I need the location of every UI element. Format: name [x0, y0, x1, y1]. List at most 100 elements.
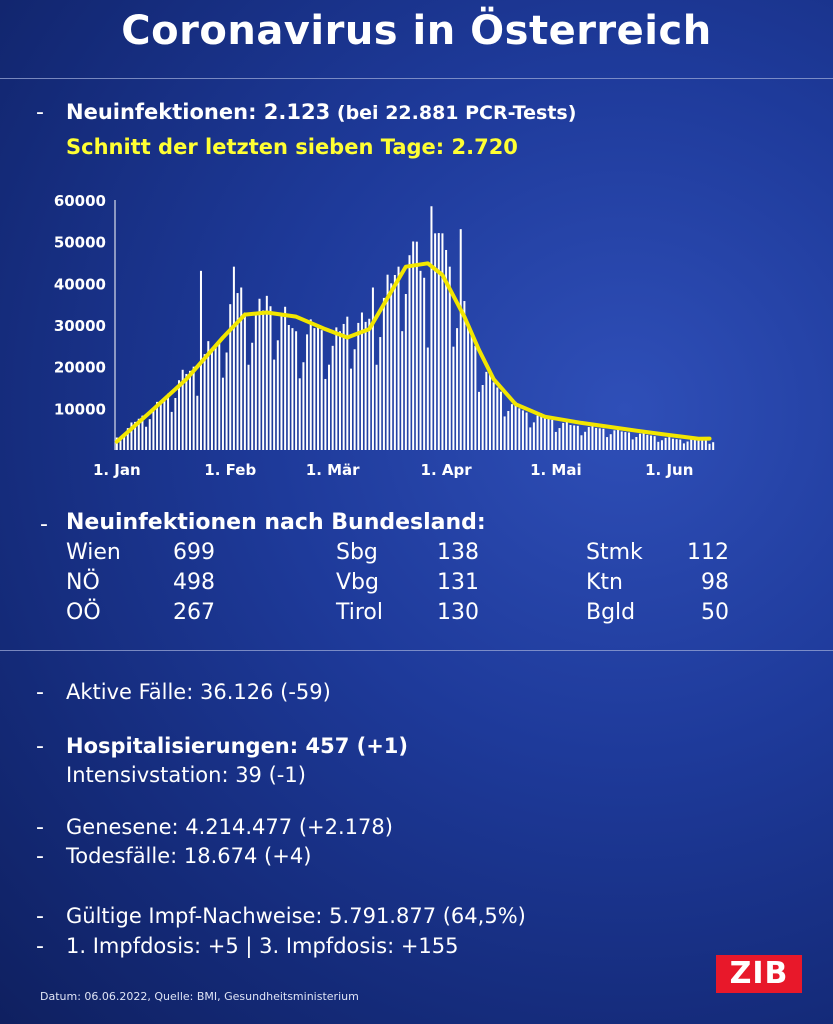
bar: [679, 439, 682, 450]
headline-tests: (bei 22.881 PCR-Tests): [336, 102, 577, 124]
bar: [192, 366, 195, 450]
bar: [529, 427, 532, 450]
bar: [291, 328, 294, 450]
bundesland-name: Sbg: [336, 540, 378, 565]
bar: [324, 378, 327, 450]
bar: [349, 368, 352, 450]
bullet-dash: -: [36, 680, 44, 705]
bar: [478, 391, 481, 450]
bundesland-heading: Neuinfektionen nach Bundesland:: [66, 510, 486, 535]
bar: [540, 413, 543, 450]
bullet-dash: -: [36, 815, 44, 840]
bundesland-value: 130: [437, 600, 479, 625]
bar: [134, 421, 137, 450]
bar: [145, 426, 148, 450]
bundesland-value: 131: [437, 570, 479, 595]
bar: [463, 301, 466, 450]
bar: [247, 364, 250, 450]
bar: [474, 345, 477, 450]
vaccination-certificates: Gültige Impf-Nachweise: 5.791.877 (64,5%…: [66, 904, 526, 928]
bar: [353, 349, 356, 450]
bar: [675, 439, 678, 450]
bar: [115, 437, 118, 450]
zib-logo: ZIB: [716, 955, 802, 993]
bar: [617, 429, 620, 450]
bar: [393, 275, 396, 450]
bar: [584, 431, 587, 450]
x-tick-label: 1. Jun: [645, 461, 693, 479]
bar: [543, 417, 546, 450]
bar: [408, 255, 411, 450]
x-tick-label: 1. Feb: [204, 461, 256, 479]
bar: [306, 334, 309, 450]
bar: [265, 295, 268, 450]
y-tick-label: 30000: [54, 317, 106, 335]
y-tick-label: 60000: [54, 192, 106, 210]
bundesland-name: Stmk: [586, 540, 643, 565]
bar: [364, 321, 367, 450]
bar: [485, 371, 488, 450]
bar: [302, 362, 305, 450]
bar: [287, 325, 290, 450]
source-footer: Datum: 06.06.2022, Quelle: BMI, Gesundhe…: [40, 990, 359, 1003]
bar: [317, 325, 320, 450]
bar: [309, 319, 312, 450]
bullet-dash: -: [40, 512, 48, 537]
bullet-dash: -: [36, 100, 44, 125]
bar: [671, 438, 674, 450]
bar: [467, 325, 470, 450]
bar: [276, 340, 279, 450]
bar: [273, 359, 276, 450]
bar: [635, 437, 638, 450]
bar: [503, 416, 506, 450]
bar: [163, 398, 166, 450]
bar: [342, 323, 345, 450]
bar: [415, 241, 418, 450]
bar: [507, 411, 510, 450]
bar: [514, 401, 517, 450]
bar: [251, 342, 254, 450]
bar: [232, 266, 235, 450]
bar: [492, 382, 495, 450]
bar: [262, 310, 265, 450]
page-title: Coronavirus in Österreich: [121, 8, 712, 54]
bar: [419, 270, 422, 450]
bar: [210, 347, 213, 450]
bar: [382, 297, 385, 450]
bar: [335, 327, 338, 450]
bar: [573, 425, 576, 450]
bar: [159, 404, 162, 450]
bundesland-name: Wien: [66, 540, 121, 565]
bar: [178, 380, 181, 450]
bar-series: [115, 206, 715, 450]
bar: [518, 408, 521, 450]
bar: [649, 435, 652, 450]
bullet-dash: -: [36, 844, 44, 869]
bar: [313, 328, 316, 450]
bar: [434, 233, 437, 450]
bar: [174, 398, 177, 450]
bar: [536, 415, 539, 450]
bar: [412, 241, 415, 450]
bar: [236, 293, 239, 450]
bar: [156, 401, 159, 450]
bar: [642, 432, 645, 450]
bundesland-name: Bgld: [586, 600, 636, 625]
bar: [371, 287, 374, 450]
bundesland-name: Vbg: [336, 570, 379, 595]
bar: [170, 411, 173, 450]
bar: [488, 369, 492, 450]
bar: [551, 419, 554, 450]
bar: [338, 331, 342, 450]
bar: [331, 345, 334, 450]
divider-top: [0, 78, 833, 79]
bar: [430, 206, 433, 450]
bar: [693, 437, 696, 450]
bar: [243, 312, 246, 450]
bullet-dash: -: [36, 734, 44, 759]
bar: [576, 425, 579, 450]
bar: [437, 233, 440, 450]
bundesland-value: 50: [701, 600, 729, 625]
bar: [569, 425, 572, 450]
bar: [532, 422, 535, 450]
